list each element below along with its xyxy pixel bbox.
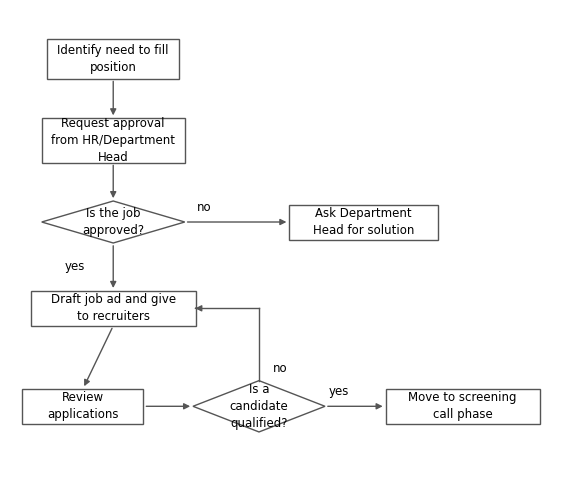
FancyBboxPatch shape <box>42 118 185 162</box>
Text: Draft job ad and give
to recruiters: Draft job ad and give to recruiters <box>50 294 176 323</box>
Text: yes: yes <box>65 260 85 274</box>
Text: Ask Department
Head for solution: Ask Department Head for solution <box>313 207 414 237</box>
FancyBboxPatch shape <box>22 389 143 424</box>
Text: Is a
candidate
qualified?: Is a candidate qualified? <box>230 383 288 430</box>
FancyBboxPatch shape <box>289 205 438 240</box>
Text: Move to screening
call phase: Move to screening call phase <box>409 391 517 421</box>
Text: no: no <box>197 201 211 214</box>
FancyBboxPatch shape <box>31 291 196 326</box>
Text: Review
applications: Review applications <box>47 391 119 421</box>
Polygon shape <box>193 381 325 432</box>
Text: Is the job
approved?: Is the job approved? <box>82 207 144 237</box>
Text: no: no <box>273 362 288 375</box>
Polygon shape <box>42 201 185 243</box>
FancyBboxPatch shape <box>386 389 540 424</box>
FancyBboxPatch shape <box>47 39 179 79</box>
Text: yes: yes <box>328 385 349 398</box>
Text: Identify need to fill
position: Identify need to fill position <box>57 44 169 74</box>
Text: Request approval
from HR/Department
Head: Request approval from HR/Department Head <box>51 117 175 164</box>
